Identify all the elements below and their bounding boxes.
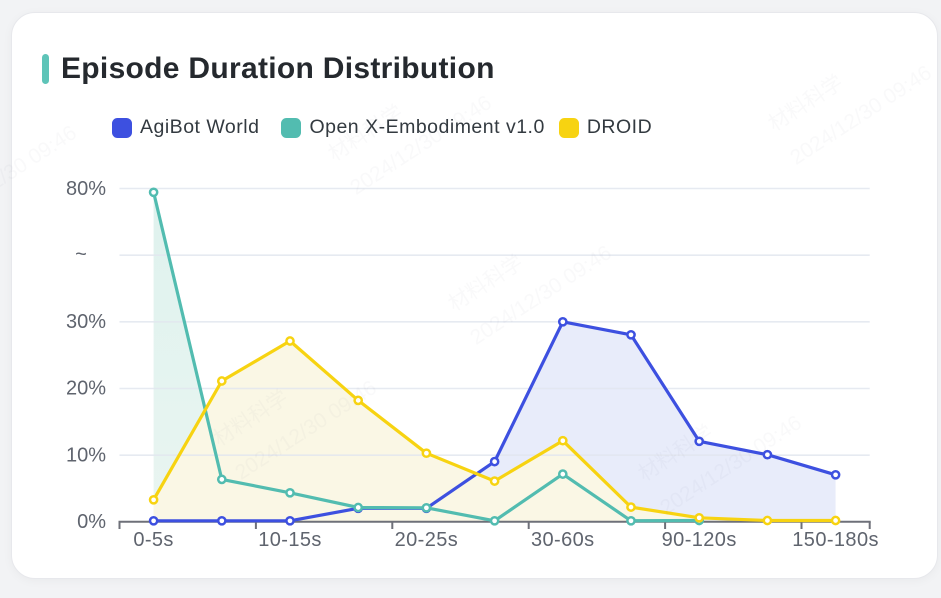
svg-text:30-60s: 30-60s	[531, 529, 595, 551]
svg-text:80%: 80%	[66, 178, 106, 200]
svg-text:0-5s: 0-5s	[133, 529, 174, 551]
svg-text:90-120s: 90-120s	[662, 529, 737, 551]
svg-text:0%: 0%	[77, 511, 106, 533]
svg-text:30%: 30%	[66, 311, 106, 333]
svg-text:10-15s: 10-15s	[258, 529, 322, 551]
svg-text:10%: 10%	[66, 444, 106, 466]
svg-text:20-25s: 20-25s	[395, 529, 459, 551]
svg-text:~: ~	[75, 244, 87, 266]
svg-text:20%: 20%	[66, 378, 106, 400]
svg-text:150-180s: 150-180s	[792, 529, 879, 551]
